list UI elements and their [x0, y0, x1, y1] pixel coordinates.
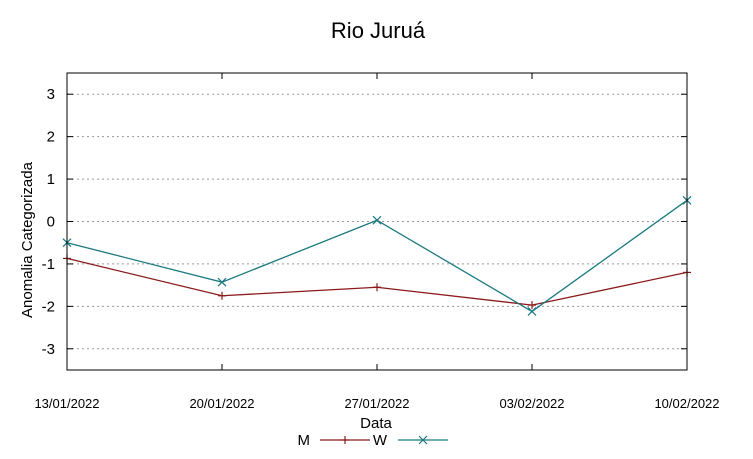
- chart-title: Rio Juruá: [331, 18, 426, 43]
- data-point-marker: [218, 291, 226, 300]
- x-axis-label: Data: [360, 415, 392, 432]
- data-point-marker: [217, 277, 227, 287]
- y-tick-label: 1: [47, 171, 55, 188]
- plot-frame: [66, 72, 688, 371]
- y-tick-label: 0: [47, 214, 55, 231]
- y-tick-label: 2: [47, 129, 55, 146]
- x-tick-label: 10/02/2022: [654, 396, 719, 411]
- y-tick-label: 3: [47, 86, 55, 103]
- y-axis-label: Anomalia Categorizada: [19, 161, 36, 318]
- grid-lines: [67, 93, 687, 350]
- data-point-marker: [341, 436, 349, 444]
- x-tick-label: 13/01/2022: [34, 396, 99, 411]
- x-tick-label: 20/01/2022: [189, 396, 254, 411]
- series-line-w: [66, 199, 688, 313]
- data-point-marker: [528, 301, 536, 310]
- data-point-marker: [418, 435, 428, 445]
- y-tick-label: -2: [42, 298, 55, 315]
- series-line-m: [66, 257, 688, 306]
- data-point-marker: [372, 215, 382, 225]
- y-axis-ticks: 3 2 1 0 -1 -2 -3: [42, 86, 687, 358]
- x-tick-label: 27/01/2022: [344, 396, 409, 411]
- y-tick-label: -1: [42, 256, 55, 273]
- data-point-marker: [373, 283, 381, 292]
- legend-label-w: W: [373, 432, 388, 449]
- data-point-marker: [527, 307, 537, 316]
- y-tick-label: -3: [42, 341, 55, 358]
- x-tick-label: 03/02/2022: [499, 396, 564, 411]
- series-layer: [62, 195, 692, 316]
- legend-label-m: M: [298, 432, 311, 449]
- x-axis-ticks: 13/01/2022 20/01/2022 27/01/2022 03/02/2022…: [34, 73, 720, 411]
